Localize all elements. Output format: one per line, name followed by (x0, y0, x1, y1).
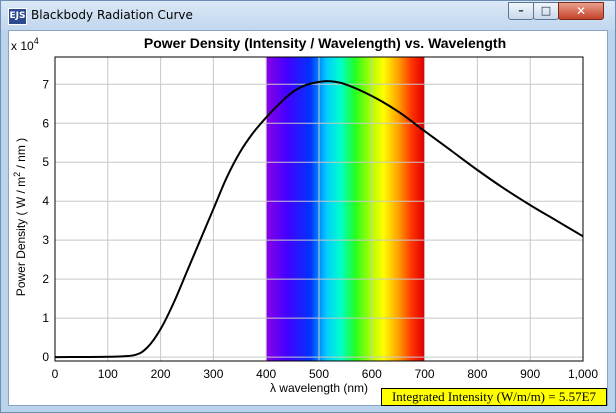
chart-canvas[interactable]: 0 100 200 300 400 500 600 700 800 900 1,000 0 1 2 3 4 5… (9, 31, 607, 405)
x-tick-label: 300 (203, 367, 223, 381)
x-tick-label: 600 (362, 367, 382, 381)
window-title: Blackbody Radiation Curve (31, 8, 193, 22)
app-logo-icon: EJS (8, 8, 27, 25)
y-multiplier-base: x 10 (11, 39, 34, 53)
integrated-intensity-readout: Integrated Intensity (W/m/m) = 5.57E7 (381, 388, 607, 406)
y-tick-label: 4 (42, 194, 49, 208)
maximize-icon: □ (540, 4, 552, 17)
x-tick-label: 200 (151, 367, 171, 381)
minimize-icon: – (518, 4, 524, 17)
y-tick-label: 0 (42, 350, 49, 364)
y-axis-label: Power Density ( W / m2 / nm ) (12, 138, 28, 296)
chart-title: Power Density (Intensity / Wavelength) v… (144, 35, 506, 51)
y-axis-label-superscript: 2 (12, 172, 22, 177)
series-line (54, 80, 584, 359)
x-tick-label: 800 (467, 367, 487, 381)
x-tick-label: 400 (256, 367, 276, 381)
close-button[interactable]: ✕ (558, 2, 604, 20)
y-tick-label: 7 (42, 77, 49, 91)
visible-spectrum-band (266, 57, 425, 361)
x-tick-label: 1,000 (568, 367, 598, 381)
close-icon: ✕ (575, 4, 587, 18)
y-axis-label-tail: / nm ) (14, 138, 28, 172)
y-axis-label-main: Power Density ( W / m (14, 177, 28, 296)
y-tick-label: 3 (42, 233, 49, 247)
x-tick-label: 0 (52, 367, 59, 381)
plot-panel[interactable]: 0 100 200 300 400 500 600 700 800 900 1,000 0 1 2 3 4 5… (8, 30, 608, 406)
y-multiplier: x 104 (11, 36, 39, 53)
x-tick-label: 500 (309, 367, 329, 381)
x-tick-label: 100 (98, 367, 118, 381)
x-axis-label: λ wavelength (nm) (270, 381, 368, 395)
maximize-button[interactable]: □ (533, 2, 559, 20)
y-tick-label: 2 (42, 272, 49, 286)
y-axis-ticks: 0 1 2 3 4 5 6 7 (42, 77, 49, 364)
title-bar[interactable]: EJS Blackbody Radiation Curve – □ ✕ (1, 1, 615, 30)
x-tick-label: 900 (520, 367, 540, 381)
x-tick-label: 700 (415, 367, 435, 381)
y-multiplier-exponent: 4 (34, 36, 39, 46)
grid-lines (54, 57, 584, 361)
y-tick-label: 1 (42, 311, 49, 325)
y-tick-label: 5 (42, 155, 49, 169)
y-tick-label: 6 (42, 116, 49, 130)
x-axis-ticks: 0 100 200 300 400 500 600 700 800 900 1,000 (52, 367, 599, 381)
minimize-button[interactable]: – (508, 2, 534, 20)
plot-frame (54, 56, 584, 362)
